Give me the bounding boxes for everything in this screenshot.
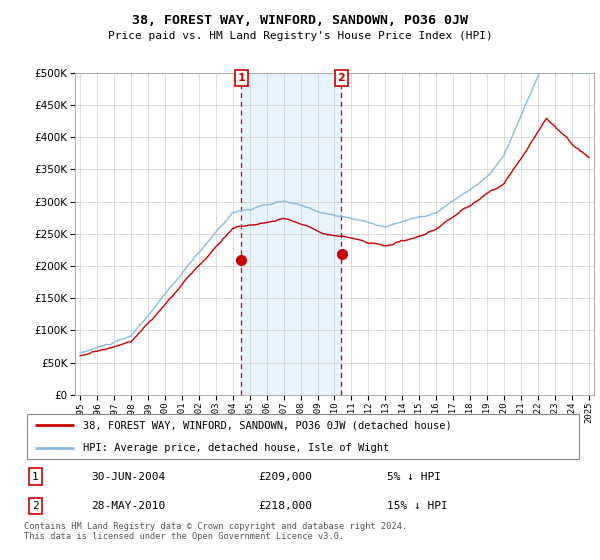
Text: 2: 2	[32, 501, 38, 511]
Text: HPI: Average price, detached house, Isle of Wight: HPI: Average price, detached house, Isle…	[83, 444, 389, 454]
Text: £209,000: £209,000	[259, 472, 313, 482]
Text: Contains HM Land Registry data © Crown copyright and database right 2024.
This d: Contains HM Land Registry data © Crown c…	[24, 522, 407, 542]
Text: 1: 1	[238, 73, 245, 83]
Bar	[241, 73, 341, 395]
Text: 38, FOREST WAY, WINFORD, SANDOWN, PO36 0JW: 38, FOREST WAY, WINFORD, SANDOWN, PO36 0…	[132, 14, 468, 27]
Text: 1: 1	[32, 472, 38, 482]
Text: 38, FOREST WAY, WINFORD, SANDOWN, PO36 0JW (detached house): 38, FOREST WAY, WINFORD, SANDOWN, PO36 0…	[83, 420, 451, 430]
Text: 15% ↓ HPI: 15% ↓ HPI	[387, 501, 448, 511]
Text: 30-JUN-2004: 30-JUN-2004	[91, 472, 165, 482]
Text: Price paid vs. HM Land Registry's House Price Index (HPI): Price paid vs. HM Land Registry's House …	[107, 31, 493, 41]
FancyBboxPatch shape	[27, 414, 579, 459]
Text: 2: 2	[337, 73, 345, 83]
Text: 5% ↓ HPI: 5% ↓ HPI	[387, 472, 440, 482]
Text: £218,000: £218,000	[259, 501, 313, 511]
Text: 28-MAY-2010: 28-MAY-2010	[91, 501, 165, 511]
